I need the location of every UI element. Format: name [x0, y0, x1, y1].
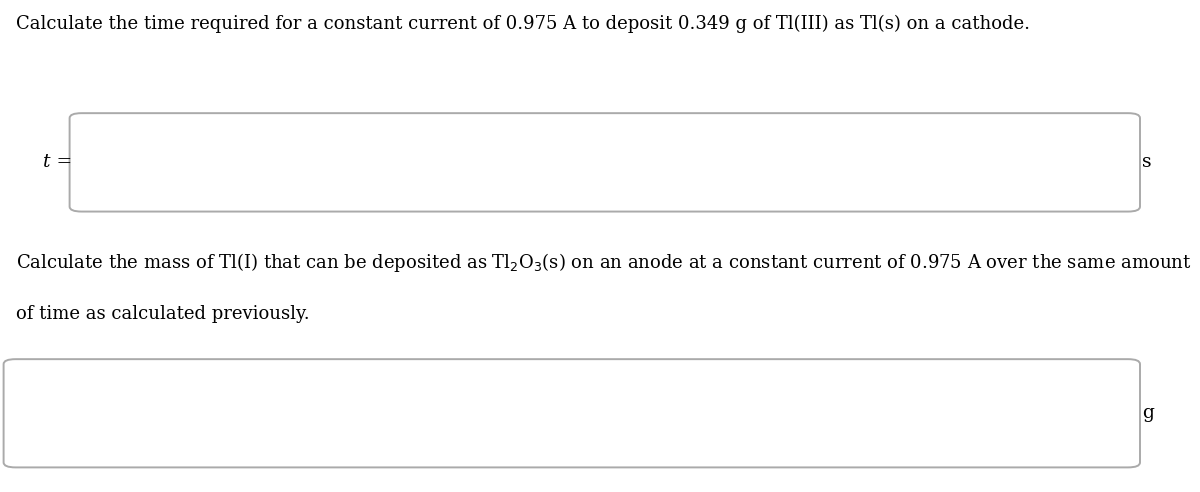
- Text: t =: t =: [43, 154, 72, 171]
- Text: g: g: [1142, 404, 1154, 422]
- Text: Calculate the time required for a constant current of 0.975 A to deposit 0.349 g: Calculate the time required for a consta…: [16, 15, 1030, 33]
- FancyBboxPatch shape: [70, 113, 1140, 212]
- Text: of time as calculated previously.: of time as calculated previously.: [16, 305, 310, 323]
- FancyBboxPatch shape: [4, 359, 1140, 467]
- Text: Calculate the mass of Tl(I) that can be deposited as Tl$_2$O$_3$(s) on an anode : Calculate the mass of Tl(I) that can be …: [16, 251, 1190, 274]
- Text: s: s: [1142, 154, 1152, 171]
